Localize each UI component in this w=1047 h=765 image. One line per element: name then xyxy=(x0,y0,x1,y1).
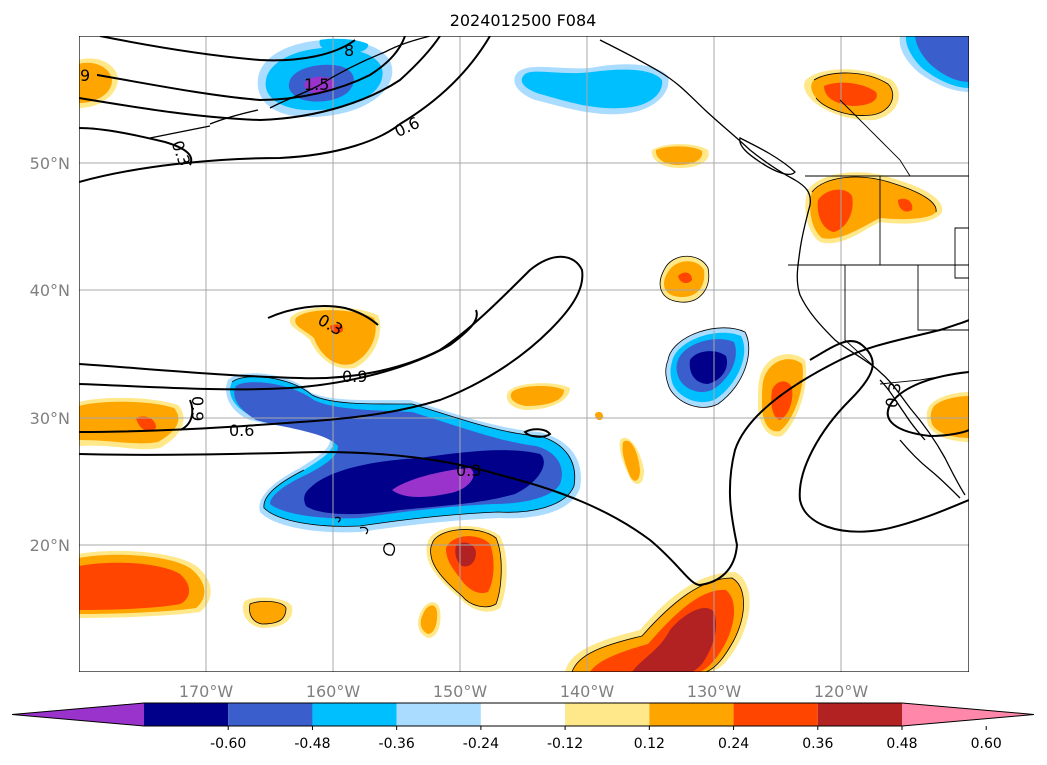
fill-ne-royal xyxy=(915,36,969,82)
colorbar-tick-label: -0.24 xyxy=(463,736,499,752)
fill-s-darkred xyxy=(632,608,717,672)
contour-lines xyxy=(79,36,969,587)
contour-label-group: 9 1.5 8 0.6 0.3 0.3 0.9 0.9 0.6 0.3 0.3 xyxy=(79,41,905,480)
contour-mid-06 xyxy=(79,309,478,391)
lon-label-150w: 150°W xyxy=(433,682,488,701)
fill-w20-red xyxy=(79,562,190,610)
lon-label-170w: 170°W xyxy=(179,682,234,701)
fill-bc-red xyxy=(824,82,877,106)
vancouver-island xyxy=(739,137,796,176)
colorbar-tick-label: 0.36 xyxy=(802,736,833,752)
contour-label-0-6-mid: 0.6 xyxy=(229,421,254,440)
contour-top-2 xyxy=(79,36,441,122)
colorbar-tick-label: 0.48 xyxy=(886,736,917,752)
contour-03-left xyxy=(179,399,194,431)
fill-blob-33n-navy xyxy=(689,351,728,384)
fill-small-orange-1 xyxy=(655,146,703,165)
fill-blob-37n-orange xyxy=(295,310,376,365)
lat-label-50n: 50°N xyxy=(30,154,70,173)
contour-east-03 xyxy=(886,371,969,438)
contour-37n xyxy=(267,305,379,326)
colorbar-tick-label: 0.24 xyxy=(718,736,749,752)
colorbar-segment xyxy=(817,703,902,726)
contour-label-1-5: 1.5 xyxy=(304,75,329,94)
contour-mid-06b xyxy=(79,319,969,587)
colorbar-extend-min xyxy=(12,703,144,726)
colorbar-outline xyxy=(11,702,1035,727)
contour-label-0-9-left: 0.9 xyxy=(188,396,207,421)
lat-labels: 50°N 40°N 30°N 20°N xyxy=(30,154,70,555)
baja-coast xyxy=(879,379,961,499)
fill-wa-red xyxy=(817,189,853,232)
bc-coast xyxy=(599,39,966,496)
colorbar-segment xyxy=(228,703,313,726)
contour-label-0-3-east: 0.3 xyxy=(882,381,905,409)
fill-streak-orange xyxy=(622,440,640,481)
contour-top-4 xyxy=(99,36,356,62)
lat-label-20n: 20°N xyxy=(30,536,70,555)
lat-label-40n: 40°N xyxy=(30,281,70,300)
map-panel: 9 1.5 8 0.6 0.3 0.3 0.9 0.9 0.6 0.3 0.3 xyxy=(79,36,969,672)
lon-label-140w: 140°W xyxy=(560,682,615,701)
contour-top-left xyxy=(79,127,193,166)
lon-label-160w: 160°W xyxy=(306,682,361,701)
lon-label-120w: 120°W xyxy=(814,682,869,701)
colorbar-tick-label: 0.12 xyxy=(634,736,665,752)
fill-band-purple xyxy=(392,468,474,497)
fill-outlines xyxy=(231,72,937,672)
anomaly-fills xyxy=(79,36,969,672)
fill-w15-orange xyxy=(249,601,286,624)
lon-labels: 170°W 160°W 150°W 140°W 130°W 120°W xyxy=(179,682,869,701)
hawaii-islands xyxy=(334,516,396,556)
colorbar-tick-label: 0.60 xyxy=(971,736,1002,752)
colorbar-segment xyxy=(396,703,481,726)
lat-label-30n: 30°N xyxy=(30,409,70,428)
colorbar-tick-label: -0.48 xyxy=(294,736,330,752)
lon-label-130w: 130°W xyxy=(687,682,742,701)
colorbar-extend-max xyxy=(902,703,1034,726)
contour-label-9: 9 xyxy=(80,66,90,85)
state-borders xyxy=(788,99,969,373)
colorbar: -0.60 -0.48 -0.36 -0.24 -0.12 0.12 0.24 0.36 0.4… xyxy=(11,702,1035,752)
gridlines xyxy=(79,36,969,672)
contour-top-3 xyxy=(79,36,491,183)
contour-east-big xyxy=(798,340,969,533)
colorbar-segment xyxy=(733,703,818,726)
contour-label-8: 8 xyxy=(344,41,354,60)
fill-blob-31n-orange xyxy=(510,386,564,406)
fill-w30-red xyxy=(136,416,156,432)
colorbar-segment xyxy=(565,703,650,726)
contour-label-0-9-mid: 0.9 xyxy=(342,367,367,386)
fill-w15b-orange xyxy=(420,605,438,634)
colorbar-tick-label: -0.60 xyxy=(210,736,246,752)
contour-top-1 xyxy=(79,36,406,102)
fill-goa-cyan xyxy=(521,69,663,109)
fill-e30-orange xyxy=(930,396,969,438)
political-borders xyxy=(788,99,969,385)
colorbar-segment xyxy=(312,703,397,726)
fill-w30-orange xyxy=(79,401,179,444)
colorbar-segment xyxy=(144,703,229,726)
colorbar-tick-label: -0.12 xyxy=(547,736,583,752)
contour-label-0-3-band: 0.3 xyxy=(456,461,481,480)
colorbar-tick-label: -0.36 xyxy=(379,736,415,752)
colorbar-segment xyxy=(649,703,734,726)
map-title: 2024012500 F084 xyxy=(450,11,597,30)
colorbar-segment xyxy=(480,703,566,726)
fill-wa-red2 xyxy=(898,198,913,212)
fill-blob-41n-red xyxy=(678,272,692,284)
contour-mid-09 xyxy=(79,255,584,433)
